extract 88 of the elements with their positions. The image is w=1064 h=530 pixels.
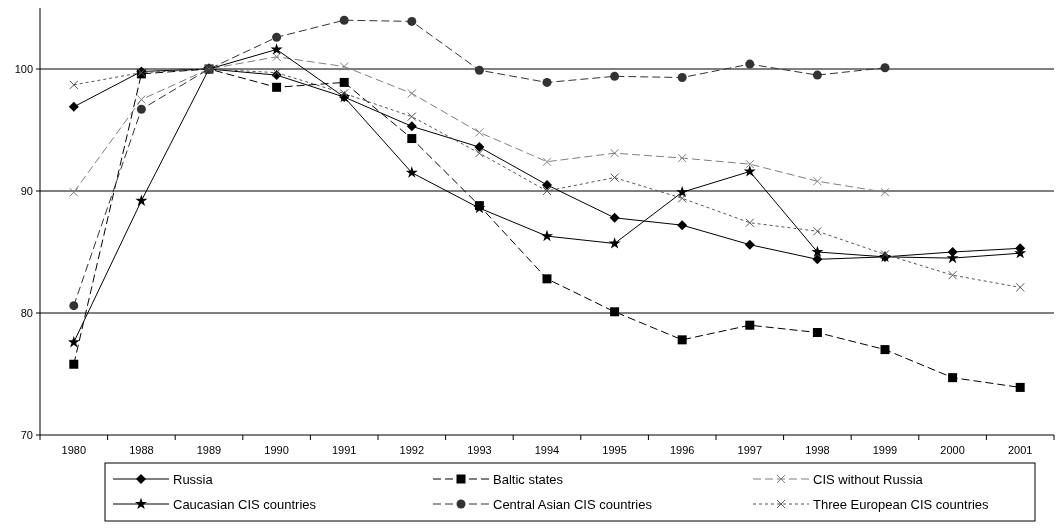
x-tick-label: 1996	[669, 444, 695, 456]
y-tick-label: 90	[20, 184, 33, 197]
point	[610, 307, 620, 317]
point	[542, 274, 552, 284]
point	[1015, 282, 1025, 292]
point	[542, 157, 552, 167]
point	[136, 104, 146, 114]
point	[610, 71, 620, 81]
point	[676, 185, 689, 198]
point	[272, 82, 282, 92]
point	[406, 121, 417, 132]
legend-label: Three European CIS countries	[813, 496, 990, 512]
point	[407, 16, 417, 26]
point	[339, 88, 349, 98]
point	[272, 32, 282, 42]
point	[69, 359, 79, 369]
point	[745, 218, 755, 228]
point	[811, 245, 824, 258]
point	[948, 373, 958, 383]
point	[812, 254, 823, 265]
x-tick-label: 2000	[940, 444, 965, 456]
point	[677, 335, 687, 345]
point	[67, 335, 80, 348]
point	[744, 239, 755, 250]
point	[812, 70, 822, 80]
legend-label: Baltic states	[493, 471, 564, 487]
point	[474, 65, 484, 75]
x-tick-label: 1992	[399, 444, 425, 456]
point	[69, 187, 79, 197]
point	[339, 15, 349, 25]
point	[135, 194, 148, 206]
legend-label: Central Asian CIS countries	[493, 496, 653, 512]
legend-label: Russia	[173, 471, 214, 487]
legend-label: CIS without Russia	[813, 471, 924, 487]
x-tick-label: 1999	[872, 444, 898, 456]
y-tick-label: 70	[20, 428, 33, 441]
point	[743, 165, 756, 177]
point	[474, 142, 485, 153]
point	[69, 80, 79, 90]
point	[474, 127, 484, 137]
y-tick-label: 100	[14, 62, 33, 75]
point	[542, 179, 552, 190]
point	[812, 226, 822, 236]
point	[339, 62, 349, 72]
point	[610, 173, 620, 183]
point	[474, 148, 484, 158]
x-tick-label: 1997	[737, 444, 763, 456]
point	[608, 237, 621, 249]
point	[812, 176, 822, 186]
point	[136, 95, 146, 104]
point	[407, 134, 417, 144]
x-tick-label: 1991	[331, 444, 357, 456]
x-tick-label: 1990	[264, 444, 289, 456]
legend-label: Caucasian CIS countries	[173, 496, 317, 512]
x-tick-label: 1993	[467, 444, 492, 456]
point	[745, 59, 755, 69]
point	[407, 88, 417, 98]
point	[405, 166, 418, 178]
point	[677, 193, 687, 203]
point	[270, 43, 283, 55]
point	[745, 320, 755, 330]
x-tick-label: 1988	[129, 444, 154, 456]
y-tick-label: 80	[20, 306, 33, 319]
point	[407, 112, 417, 122]
point	[677, 73, 687, 83]
point	[880, 63, 890, 73]
point	[542, 77, 552, 87]
point	[677, 153, 687, 163]
x-tick-label: 2001	[1007, 444, 1033, 456]
point	[880, 187, 890, 197]
point	[948, 270, 958, 280]
point	[880, 345, 890, 355]
point	[272, 52, 282, 62]
x-tick-label: 1998	[805, 444, 830, 456]
x-tick-label: 1980	[61, 444, 87, 456]
point	[68, 101, 79, 112]
point	[69, 301, 79, 311]
x-tick-label: 1995	[602, 444, 627, 456]
x-tick-label: 1989	[196, 444, 222, 456]
point	[1015, 382, 1025, 392]
point	[610, 148, 620, 158]
point	[540, 229, 554, 242]
point	[609, 212, 620, 223]
point	[339, 77, 349, 87]
point	[745, 159, 755, 169]
point	[677, 220, 688, 231]
x-tick-label: 1994	[534, 444, 560, 456]
point	[812, 328, 822, 338]
